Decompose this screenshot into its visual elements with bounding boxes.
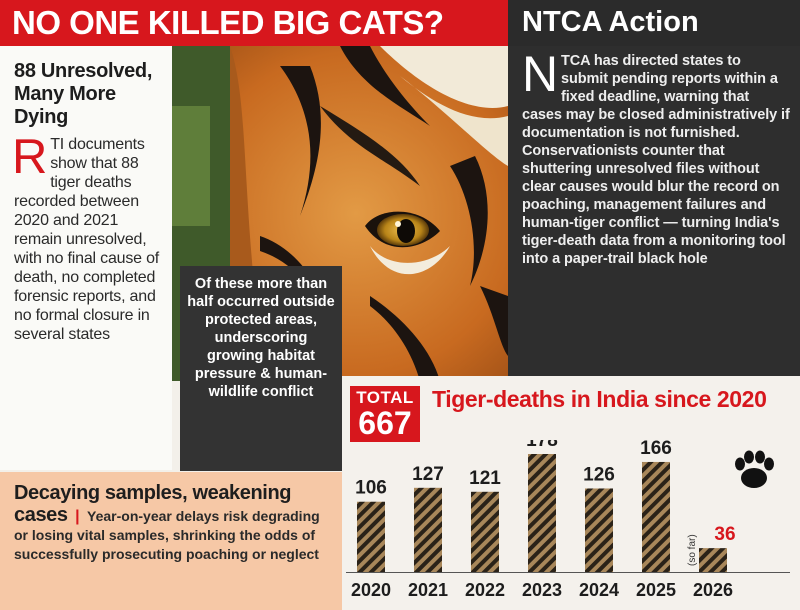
chart-title: Tiger-deaths in India since 2020 — [432, 386, 767, 412]
ntca-dropcap: N — [522, 46, 559, 102]
ntca-body: TCA has directed states to submit pendin… — [522, 53, 790, 267]
tick-label-2023: 2023 — [522, 580, 562, 600]
tick-label-2021: 2021 — [408, 580, 448, 600]
photo-caption: Of these more than half occurred outside… — [180, 266, 342, 471]
bar-2023 — [528, 454, 556, 572]
value-label-2023: 178 — [526, 440, 558, 451]
bar-2026 — [699, 548, 727, 572]
ntca-title: NTCA Action — [508, 0, 800, 46]
bar-2021 — [414, 487, 442, 572]
tick-label-2025: 2025 — [636, 580, 676, 600]
annotation-so-far: (so far) — [687, 534, 698, 566]
value-label-2021: 127 — [412, 464, 444, 485]
bar-2025 — [642, 461, 670, 572]
value-label-2022: 121 — [469, 468, 501, 489]
value-label-2026: 36 — [714, 524, 735, 545]
tick-label-2022: 2022 — [465, 580, 505, 600]
value-label-2024: 126 — [583, 464, 615, 485]
decay-text: Year-on-year delays risk degrading or lo… — [14, 508, 320, 562]
left-heading: 88 Unresolved, Many More Dying — [14, 60, 153, 128]
left-body: R TI documents show that 88 tiger deaths … — [12, 130, 162, 344]
decay-title: Decaying samples, weakening cases — [14, 482, 292, 526]
bar-2022 — [471, 491, 499, 572]
left-story: 88 Unresolved, Many More Dying R TI docum… — [0, 46, 172, 470]
tick-label-2020: 2020 — [351, 580, 391, 600]
value-label-2025: 166 — [640, 440, 672, 459]
bar-2020 — [357, 501, 385, 572]
bar-chart: 106 2020 127 2021 121 2022 178 2023 126 2024 166 20… — [346, 440, 790, 600]
bar-2024 — [585, 488, 613, 572]
ntca-panel: N TCA has directed states to submit pendi… — [508, 46, 800, 376]
total-badge: TOTAL 667 — [350, 386, 420, 442]
tiger-eye-photo — [170, 46, 508, 381]
left-dropcap: R — [12, 130, 48, 184]
left-body-text: TI documents show that 88 tiger deaths r… — [14, 136, 160, 343]
total-label: TOTAL — [356, 388, 414, 407]
decay-box: Decaying samples, weakening cases | Year… — [0, 472, 342, 610]
tick-label-2026: 2026 — [693, 580, 733, 600]
paw-print-icon — [735, 450, 774, 488]
headline: NO ONE KILLED BIG CATS? — [0, 0, 508, 46]
total-value: 667 — [358, 405, 412, 441]
tick-label-2024: 2024 — [579, 580, 619, 600]
value-label-2020: 106 — [355, 478, 387, 499]
decay-separator: | — [75, 508, 80, 525]
